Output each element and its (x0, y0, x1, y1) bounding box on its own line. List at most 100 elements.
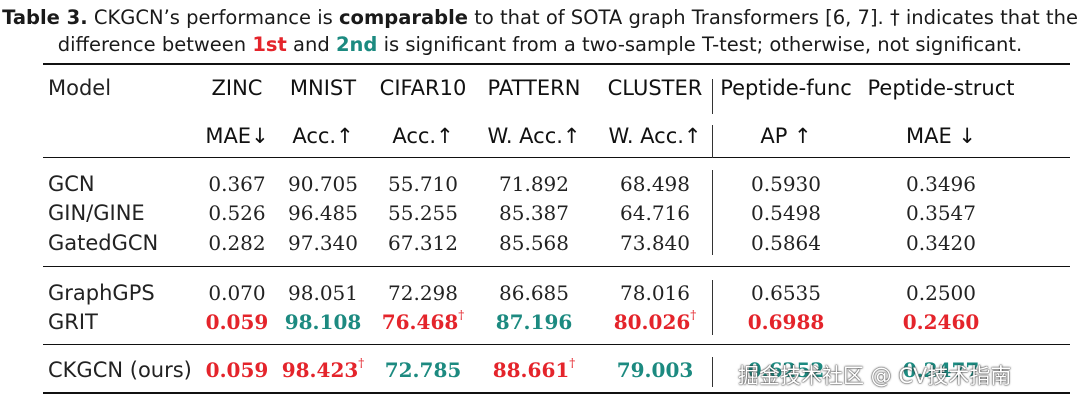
cell-value: 80.026 (613, 310, 691, 334)
caption-text-1: CKGCN’s performance is (87, 6, 339, 29)
caption-first: 1st (252, 33, 287, 56)
metric-header: Acc.↑ (392, 124, 454, 148)
table-rule (43, 266, 1070, 267)
table-cell: 71.892 (499, 172, 569, 196)
table-cell: 68.498 (620, 172, 690, 196)
table-cell: 76.468† (381, 308, 465, 334)
table-cell: 98.108 (285, 310, 362, 334)
column-header: Peptide-struct (867, 76, 1015, 100)
table-rule (43, 157, 1070, 158)
metric-header: MAE↓ (205, 124, 269, 148)
caption-label: Table 3. (2, 6, 88, 29)
cell-value: 0.3420 (906, 231, 976, 255)
cell-value: 0.059 (205, 358, 269, 382)
table-cell: 0.059 (206, 358, 269, 382)
table-cell: 55.710 (388, 172, 458, 196)
model-name: GIN/GINE (48, 201, 145, 225)
table-cell: 97.340 (288, 231, 358, 255)
cell-value: 87.196 (495, 310, 573, 334)
caption-line-2: difference between 1st and 2nd is signif… (0, 31, 1080, 58)
table-cell: 0.6988 (748, 310, 825, 334)
table-caption: Table 3. CKGCN’s performance is comparab… (0, 4, 1080, 58)
cell-value: 85.387 (499, 201, 569, 225)
table-cell: 79.003 (617, 358, 694, 382)
cell-value: 98.423 (281, 358, 359, 382)
caption-text-3: difference between (57, 33, 253, 56)
column-header: MNIST (289, 76, 357, 100)
table-cell: 0.2477 (903, 358, 980, 382)
table-cell: 0.3420 (906, 231, 976, 255)
table-cell: 86.685 (499, 281, 569, 305)
column-header-model: Model (48, 76, 112, 100)
table-cell: 0.5930 (751, 172, 821, 196)
significance-mark: † (690, 308, 697, 323)
watermark: 掘金技术社区 @ CV技术指南 (738, 364, 1012, 388)
column-divider (712, 357, 713, 387)
cell-value: 96.485 (288, 201, 358, 225)
significance-mark: † (569, 356, 576, 371)
column-header: CIFAR10 (379, 76, 467, 100)
table-cell: 98.051 (288, 281, 358, 305)
cell-value: 0.367 (208, 172, 266, 196)
metric-header: W. Acc.↑ (487, 124, 581, 148)
cell-value: 55.255 (388, 201, 458, 225)
column-divider (712, 125, 713, 158)
cell-value: 86.685 (499, 281, 569, 305)
cell-value: 0.3496 (906, 172, 976, 196)
table-cell: 0.282 (208, 231, 265, 255)
cell-value: 0.6535 (751, 281, 821, 305)
significance-mark: † (458, 308, 465, 323)
table-cell: 0.3547 (906, 201, 976, 225)
table-rule (43, 344, 1070, 345)
table-cell: 0.5864 (751, 231, 821, 255)
table-cell: 85.387 (499, 201, 569, 225)
cell-value: 0.059 (205, 310, 269, 334)
table-cell: 90.705 (288, 172, 358, 196)
cell-value: 98.108 (284, 310, 362, 334)
table-cell: 72.785 (385, 358, 462, 382)
cell-value: 98.051 (288, 281, 358, 305)
cell-value: 73.840 (620, 231, 690, 255)
metric-header: W. Acc.↑ (608, 124, 702, 148)
cell-value: 0.5864 (751, 231, 821, 255)
model-name: GCN (48, 172, 95, 196)
column-header: CLUSTER (607, 76, 703, 100)
cell-value: 0.3547 (906, 201, 976, 225)
table-cell: 85.568 (499, 231, 569, 255)
cell-value: 0.5498 (751, 201, 821, 225)
table-cell: 0.5498 (751, 201, 821, 225)
cell-value: 0.2460 (902, 310, 980, 334)
caption-line-1: Table 3. CKGCN’s performance is comparab… (0, 4, 1080, 31)
metric-header: MAE ↓ (905, 124, 977, 148)
table-cell: 0.059 (206, 310, 269, 334)
cell-value: 0.070 (208, 281, 266, 305)
cell-value: 76.468 (381, 310, 459, 334)
caption-text-2: to that of SOTA graph Transformers [6, 7… (468, 6, 1078, 29)
table-cell: 0.6252 (748, 358, 825, 382)
table-cell: 0.526 (208, 201, 265, 225)
model-name: GatedGCN (48, 231, 159, 255)
table-cell: 0.3496 (906, 172, 976, 196)
model-name: GraphGPS (48, 281, 155, 305)
cell-value: 55.710 (388, 172, 458, 196)
table-cell: 80.026† (613, 308, 697, 334)
cell-value: 0.5930 (751, 172, 821, 196)
cell-value: 78.016 (620, 281, 690, 305)
table-cell: 78.016 (620, 281, 690, 305)
cell-value: 0.526 (208, 201, 266, 225)
cell-value: 64.716 (620, 201, 690, 225)
table-cell: 67.312 (388, 231, 458, 255)
cell-value: 68.498 (620, 172, 690, 196)
table-cell: 0.2460 (903, 310, 980, 334)
column-header: PATTERN (487, 76, 581, 100)
cell-value: 90.705 (288, 172, 358, 196)
caption-second: 2nd (335, 33, 378, 56)
metric-header: Acc.↑ (292, 124, 354, 148)
table-cell: 98.423† (281, 356, 365, 382)
caption-keyword: comparable (339, 6, 469, 29)
table-rule (43, 63, 1070, 65)
table-cell: 73.840 (620, 231, 690, 255)
metric-header: AP ↑ (760, 124, 812, 148)
table-cell: 88.661† (493, 356, 576, 382)
table-cell: 55.255 (388, 201, 458, 225)
